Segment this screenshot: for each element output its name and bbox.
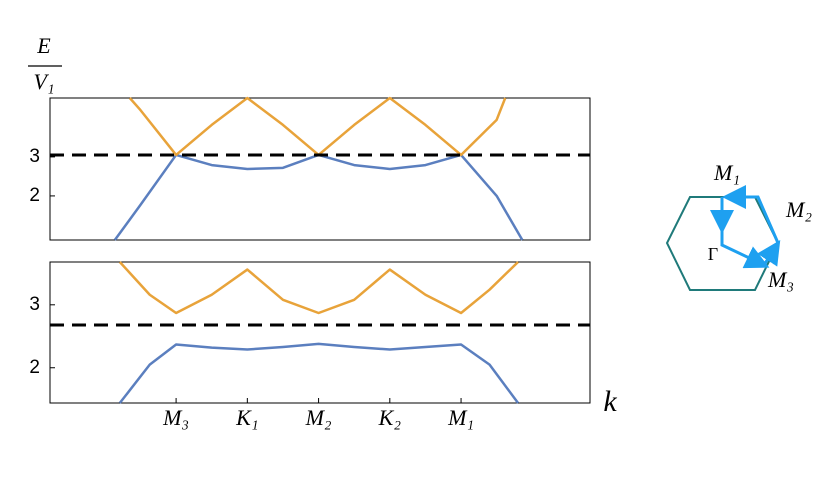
path-arrow	[720, 225, 770, 269]
band-line	[118, 342, 520, 404]
inset-label: M₂	[785, 197, 812, 222]
band-line	[128, 96, 507, 157]
x-label: k	[603, 385, 617, 418]
inset-label: Γ	[708, 244, 718, 264]
path-arrow	[757, 239, 781, 267]
plot-frame	[49, 261, 591, 404]
y-tick-label: 2	[29, 357, 40, 378]
inset-label: M₃	[767, 267, 794, 292]
x-tick-label: K₂	[378, 405, 402, 430]
y-tick-label: 2	[29, 185, 40, 206]
x-tick-label: M₃	[162, 405, 189, 430]
band-line	[118, 261, 519, 315]
x-tick-label: M₂	[305, 405, 332, 430]
y-tick-label: 3	[29, 294, 40, 315]
y-tick-label: 3	[29, 146, 40, 167]
y-label-denominator: V₁	[33, 69, 54, 94]
y-label-numerator: E	[36, 33, 51, 58]
band-line	[113, 153, 524, 241]
path-arrow	[722, 185, 780, 244]
plot-frame	[49, 97, 591, 241]
inset-label: M₁	[713, 160, 740, 185]
inset-diagram: M₁ M₂ M₃ Γ	[665, 160, 812, 292]
x-tick-label: K₁	[235, 405, 258, 430]
x-tick-label: M₁	[447, 405, 474, 430]
